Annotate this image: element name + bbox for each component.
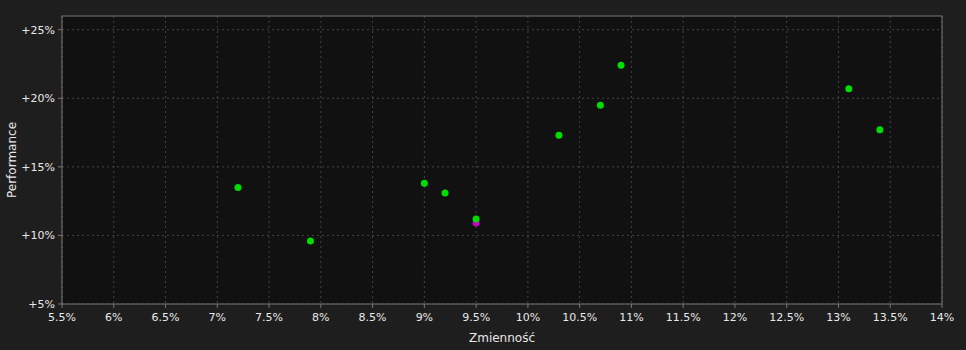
tick-label-y: +10%: [21, 229, 55, 242]
tick-y: [58, 166, 62, 167]
tick-label-x: 10.5%: [562, 311, 597, 324]
grid-line-y: [62, 98, 942, 99]
grid-line-x: [890, 16, 891, 304]
tick-label-x: 8.5%: [359, 311, 387, 324]
grid-line-x: [320, 16, 321, 304]
tick-label-x: 9.5%: [462, 311, 490, 324]
tick-x: [424, 304, 425, 308]
tick-x: [217, 304, 218, 308]
tick-x: [320, 304, 321, 308]
grid-line-x: [372, 16, 373, 304]
point: [442, 189, 449, 196]
tick-label-x: 13.5%: [873, 311, 908, 324]
tick-x: [527, 304, 528, 308]
tick-label-y: +15%: [21, 161, 55, 174]
grid-line-x: [424, 16, 425, 304]
tick-label-x: 14%: [930, 311, 954, 324]
tick-x: [631, 304, 632, 308]
tick-label-x: 9%: [416, 311, 433, 324]
grid-line-y: [62, 29, 942, 30]
grid-line-y: [62, 235, 942, 236]
tick-x: [113, 304, 114, 308]
plot-frame: [62, 16, 942, 304]
tick-label-y: +5%: [28, 298, 55, 311]
tick-y: [58, 29, 62, 30]
tick-y: [58, 235, 62, 236]
tick-label-x: 7.5%: [255, 311, 283, 324]
tick-x: [372, 304, 373, 308]
tick-x: [269, 304, 270, 308]
tick-label-x: 6.5%: [152, 311, 180, 324]
tick-label-x: 11%: [619, 311, 643, 324]
point: [307, 237, 314, 244]
grid-line-x: [579, 16, 580, 304]
x-axis-label: Zmienność: [469, 331, 535, 345]
grid-line-x: [527, 16, 528, 304]
tick-x: [62, 304, 63, 308]
point: [555, 132, 562, 139]
tick-y: [58, 304, 62, 305]
point: [597, 102, 604, 109]
tick-x: [734, 304, 735, 308]
grid-line-x: [113, 16, 114, 304]
point: [473, 215, 480, 222]
tick-x: [683, 304, 684, 308]
points: [235, 62, 884, 245]
tick-label-x: 7%: [209, 311, 226, 324]
tick-x: [942, 304, 943, 308]
tick-x: [838, 304, 839, 308]
grid-line-x: [838, 16, 839, 304]
tick-x: [786, 304, 787, 308]
tick-label-x: 6%: [105, 311, 122, 324]
grid-line-x: [217, 16, 218, 304]
tick-label-x: 13%: [826, 311, 850, 324]
grid: [62, 16, 942, 304]
tick-x: [165, 304, 166, 308]
grid-line-x: [683, 16, 684, 304]
plot-background: [62, 16, 942, 304]
grid-line-x: [631, 16, 632, 304]
grid-line-y: [62, 166, 942, 167]
tick-label-x: 5.5%: [48, 311, 76, 324]
grid-line-x: [476, 16, 477, 304]
chart-container: 5.5% 6% 6.5% 7% 7.5% 8% 8.5% 9% 9.5% 10% 10.5% 11% 1…: [0, 0, 966, 350]
tick-label-x: 8%: [312, 311, 329, 324]
tick-y: [58, 98, 62, 99]
grid-line-x: [734, 16, 735, 304]
point: [876, 126, 883, 133]
tick-x: [890, 304, 891, 308]
grid-line-x: [786, 16, 787, 304]
tick-x: [579, 304, 580, 308]
point: [845, 85, 852, 92]
point: [618, 62, 625, 69]
tick-label-x: 12%: [723, 311, 747, 324]
tick-label-x: 12.5%: [769, 311, 804, 324]
tick-label-y: +20%: [21, 92, 55, 105]
tick-label-x: 10%: [516, 311, 540, 324]
grid-line-x: [269, 16, 270, 304]
tick-label-x: 11.5%: [666, 311, 701, 324]
point: [421, 180, 428, 187]
tick-x: [476, 304, 477, 308]
y-axis-label: Performance: [5, 122, 19, 198]
tick-label-y: +25%: [21, 24, 55, 37]
grid-line-x: [165, 16, 166, 304]
point: [235, 184, 242, 191]
chart: 5.5% 6% 6.5% 7% 7.5% 8% 8.5% 9% 9.5% 10% 10.5% 11% 1…: [0, 0, 966, 350]
